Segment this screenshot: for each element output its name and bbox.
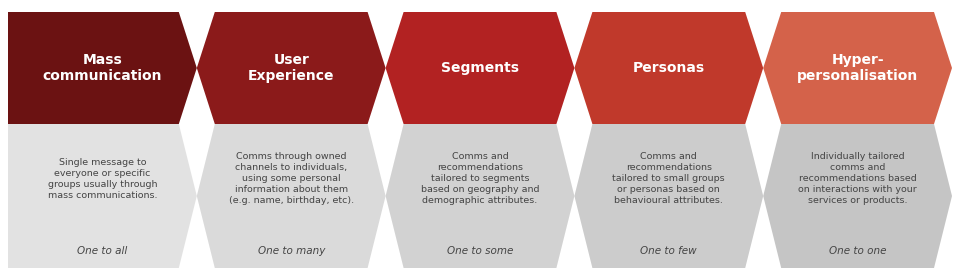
Text: User
Experience: User Experience	[248, 53, 334, 83]
Text: One to some: One to some	[446, 246, 514, 256]
Text: One to few: One to few	[640, 246, 697, 256]
Polygon shape	[197, 12, 386, 124]
Polygon shape	[574, 12, 763, 124]
Text: Single message to
everyone or specific
groups usually through
mass communication: Single message to everyone or specific g…	[48, 158, 157, 200]
Polygon shape	[763, 12, 952, 124]
Polygon shape	[8, 12, 197, 124]
Text: One to all: One to all	[77, 246, 128, 256]
Polygon shape	[386, 124, 574, 268]
Text: One to one: One to one	[828, 246, 886, 256]
Polygon shape	[386, 12, 574, 124]
Polygon shape	[574, 124, 763, 268]
Text: Comms and
recommendations
tailored to small groups
or personas based on
behaviou: Comms and recommendations tailored to sm…	[612, 152, 725, 206]
Polygon shape	[197, 124, 386, 268]
Polygon shape	[763, 124, 952, 268]
Polygon shape	[8, 124, 197, 268]
Text: One to many: One to many	[257, 246, 324, 256]
Text: Personas: Personas	[633, 61, 705, 75]
Text: Comms through owned
channels to individuals,
using some personal
information abo: Comms through owned channels to individu…	[228, 152, 354, 206]
Text: Mass
communication: Mass communication	[42, 53, 162, 83]
Text: Comms and
recommendations
tailored to segments
based on geography and
demographi: Comms and recommendations tailored to se…	[420, 152, 540, 206]
Text: Individually tailored
comms and
recommendations based
on interactions with your
: Individually tailored comms and recommen…	[798, 152, 917, 206]
Text: Hyper-
personalisation: Hyper- personalisation	[797, 53, 918, 83]
Text: Segments: Segments	[441, 61, 519, 75]
